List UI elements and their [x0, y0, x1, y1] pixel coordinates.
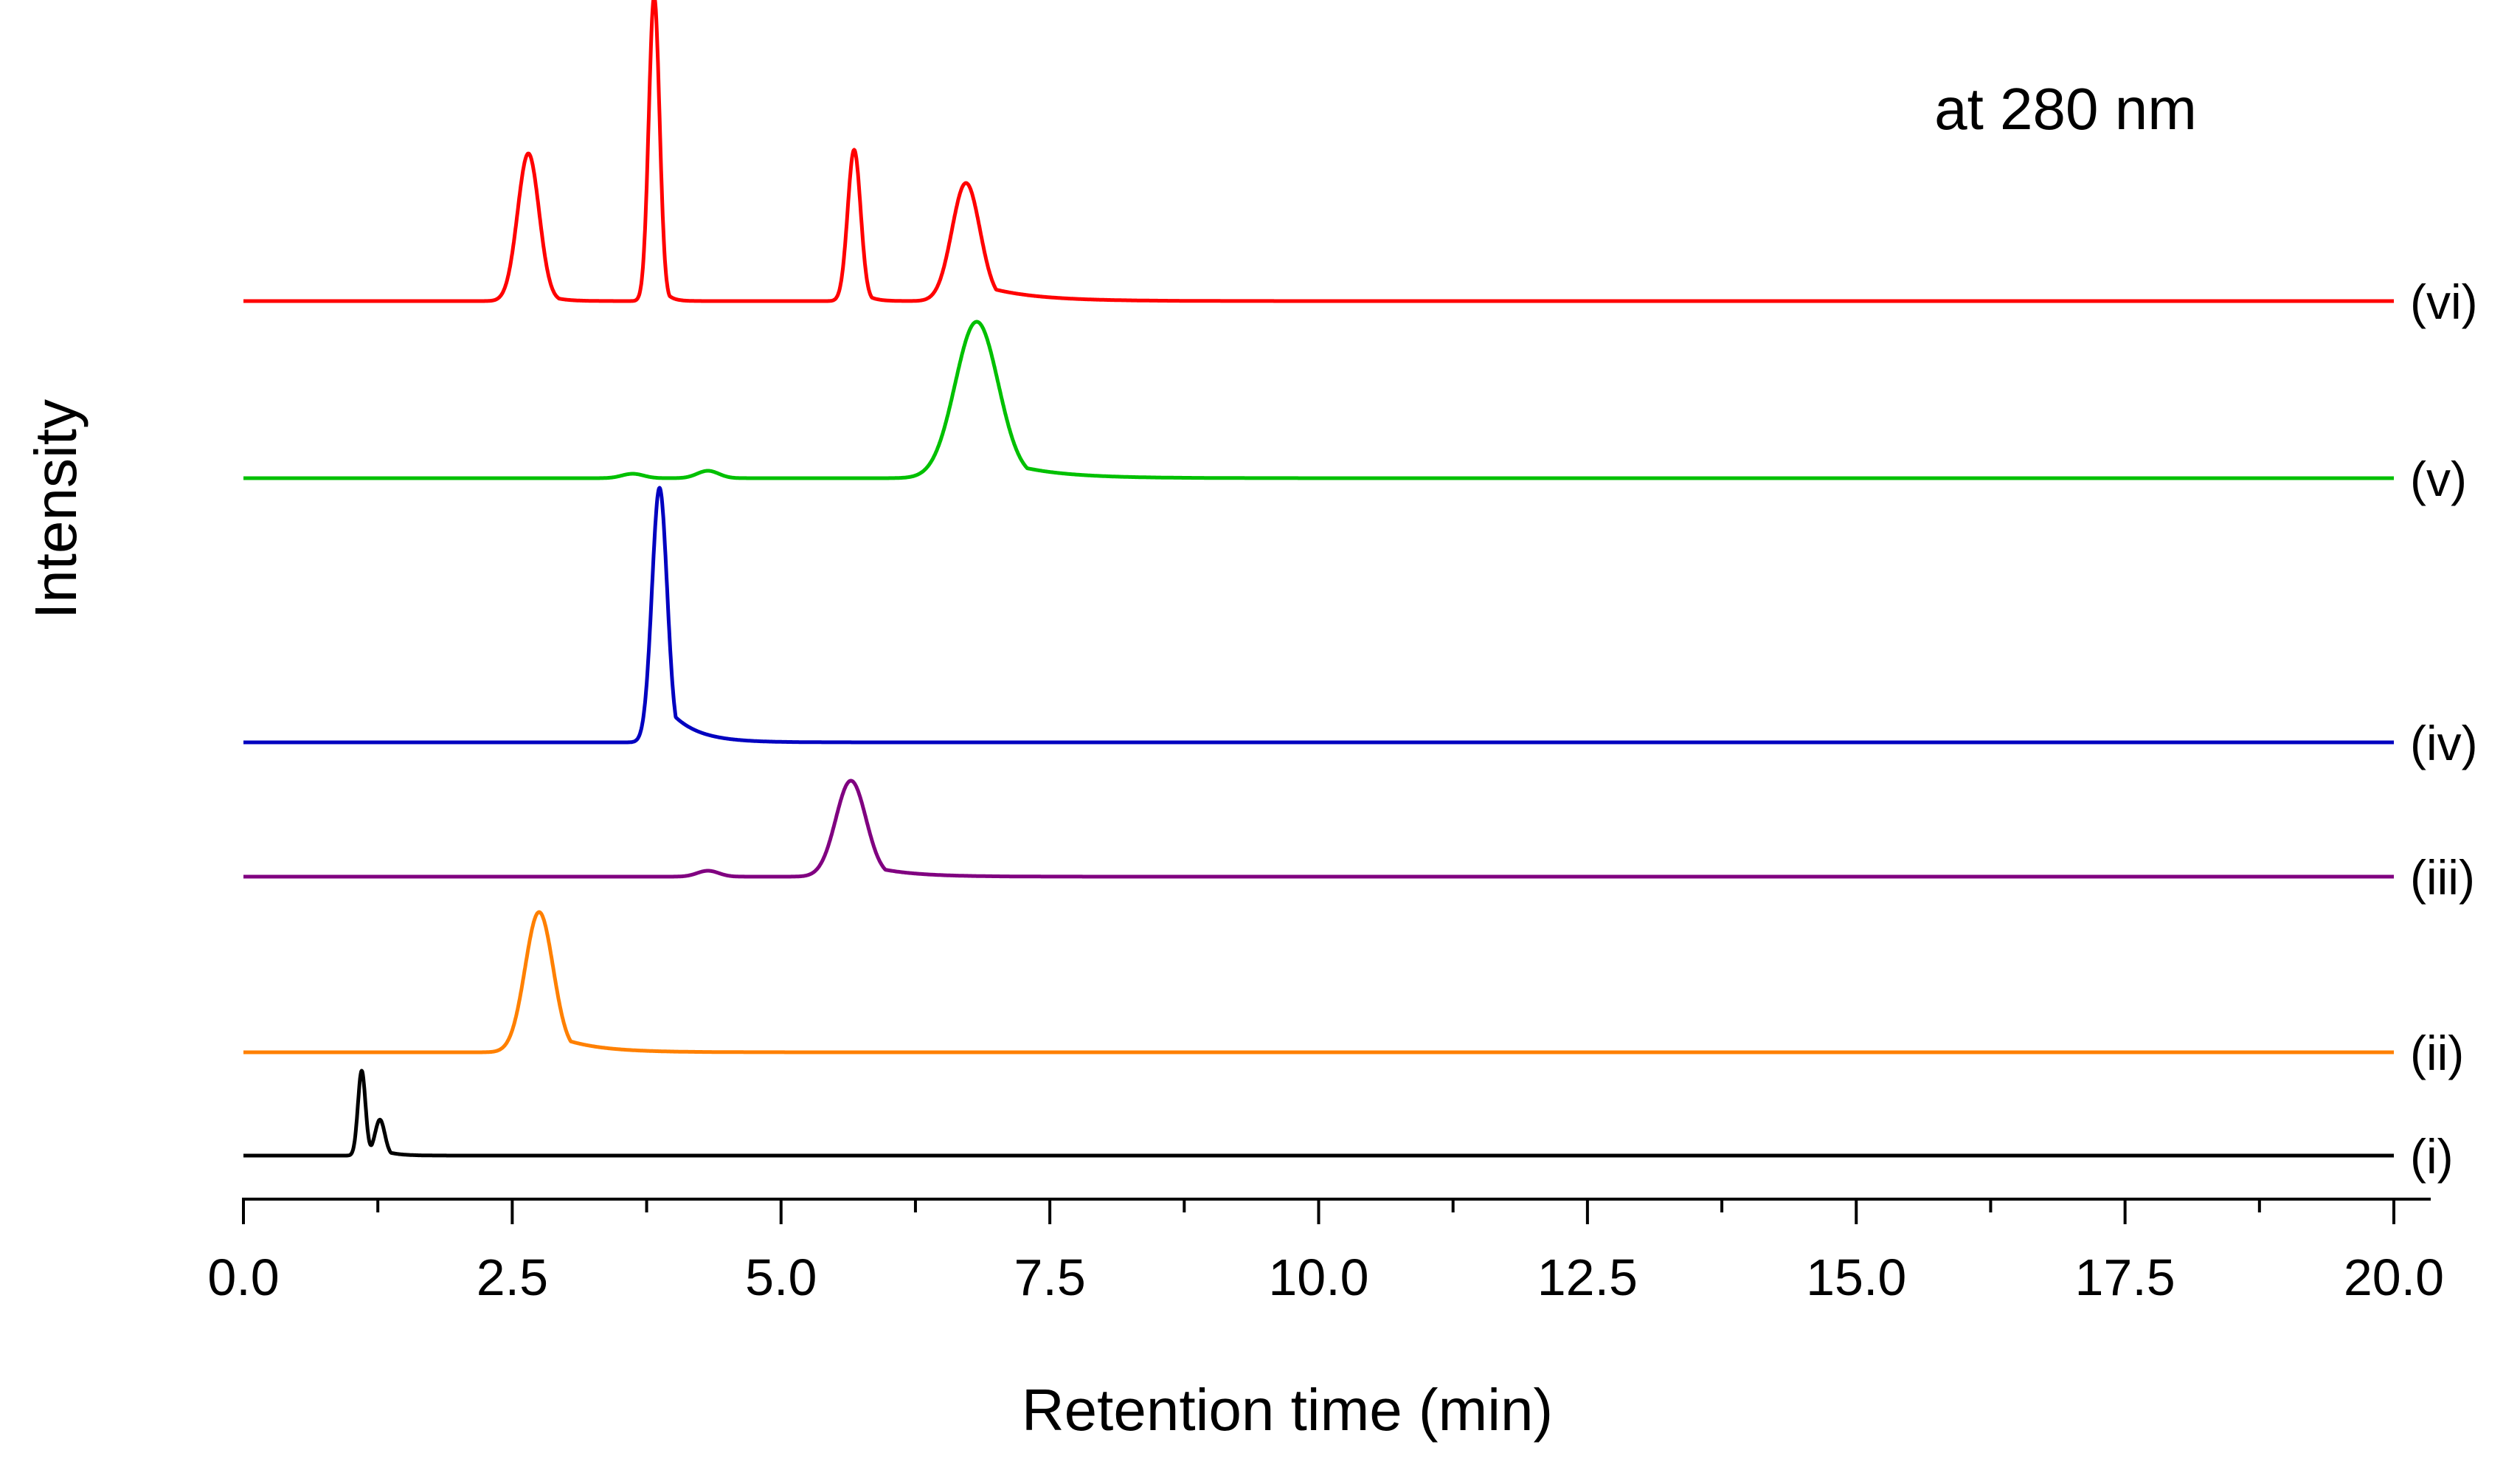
- series-label: (v): [2410, 452, 2467, 506]
- x-tick-label: 20.0: [2344, 1249, 2444, 1306]
- traces-group: [242, 0, 2395, 1158]
- x-tick-label: 2.5: [477, 1249, 548, 1306]
- trace-line-2: [242, 910, 2395, 1054]
- x-tick-label: 7.5: [1014, 1249, 1085, 1306]
- series-label: (iii): [2410, 850, 2475, 905]
- trace-line-4: [242, 486, 2395, 745]
- trace-line-1: [242, 1069, 2395, 1158]
- x-tick-label: 15.0: [1806, 1249, 1906, 1306]
- series-label: (i): [2410, 1129, 2454, 1184]
- series-label: (iv): [2410, 716, 2478, 770]
- y-axis-label: Intensity: [23, 399, 89, 619]
- series-labels-group: (i) (ii) (iii) (iv) (v) (vi): [2410, 275, 2478, 1184]
- trace-line-6: [242, 0, 2395, 303]
- x-tick-label: 0.0: [207, 1249, 279, 1306]
- x-axis-label: Retention time (min): [1022, 1377, 1553, 1443]
- x-tick-label: 10.0: [1268, 1249, 1368, 1306]
- x-tick-label: 5.0: [745, 1249, 817, 1306]
- x-axis-ticks-group: 0.0 2.5 5.0 7.5 10.0 12.5 15.0 17.5 20.0: [207, 1199, 2444, 1306]
- trace-line-3: [242, 779, 2395, 879]
- series-label: (ii): [2410, 1026, 2464, 1080]
- chart-title: at 280 nm: [1934, 76, 2197, 142]
- x-tick-label: 17.5: [2075, 1249, 2175, 1306]
- x-tick-label: 12.5: [1537, 1249, 1638, 1306]
- series-label: (vi): [2410, 275, 2478, 329]
- trace-line-5: [242, 320, 2395, 480]
